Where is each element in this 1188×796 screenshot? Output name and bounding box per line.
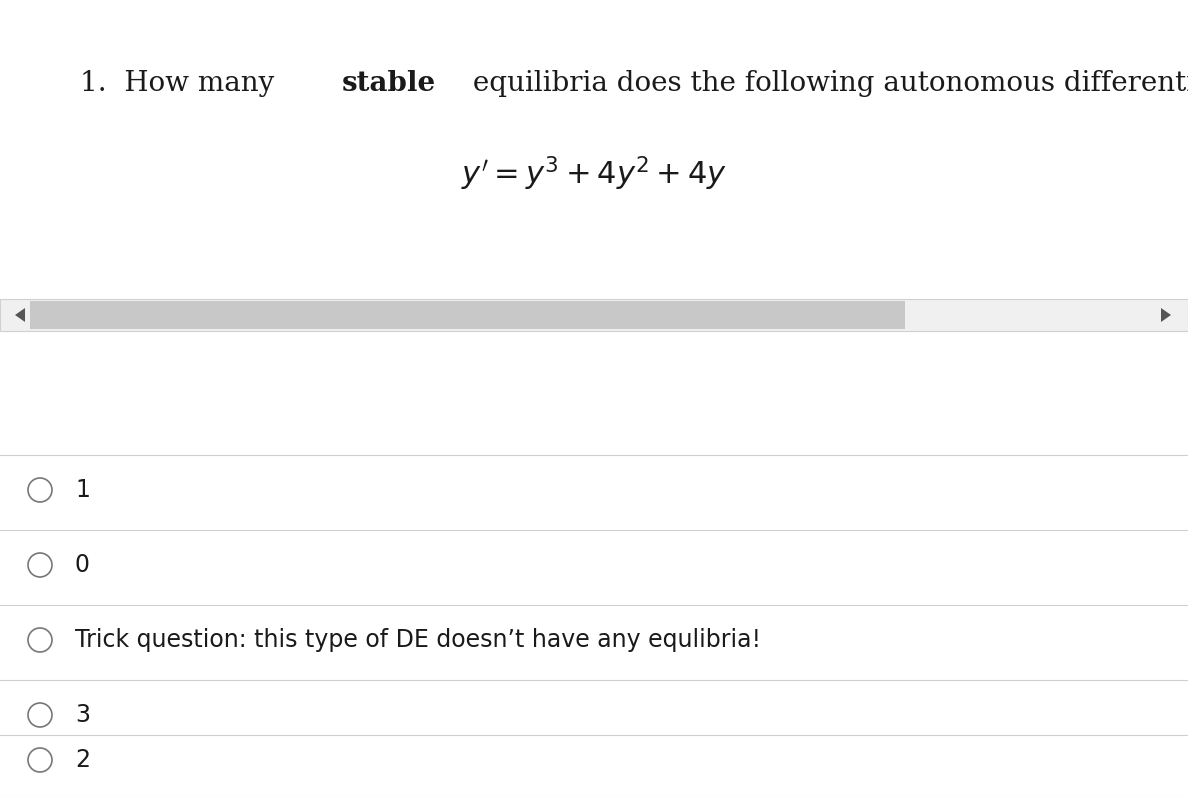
Bar xyxy=(0,299,1188,331)
Text: 1.  How many: 1. How many xyxy=(80,70,283,97)
Text: stable: stable xyxy=(342,70,436,97)
Text: 1: 1 xyxy=(75,478,90,502)
Bar xyxy=(30,301,905,329)
Text: 3: 3 xyxy=(75,703,90,727)
Text: $y' = y^3 + 4y^2 + 4y$: $y' = y^3 + 4y^2 + 4y$ xyxy=(461,155,727,193)
Polygon shape xyxy=(1161,308,1171,322)
Text: 2: 2 xyxy=(75,748,90,772)
Polygon shape xyxy=(15,308,25,322)
Text: equilibria does the following autonomous differential e: equilibria does the following autonomous… xyxy=(463,70,1188,97)
Text: Trick question: this type of DE doesn’t have any equlibria!: Trick question: this type of DE doesn’t … xyxy=(75,628,762,652)
Text: 0: 0 xyxy=(75,553,90,577)
